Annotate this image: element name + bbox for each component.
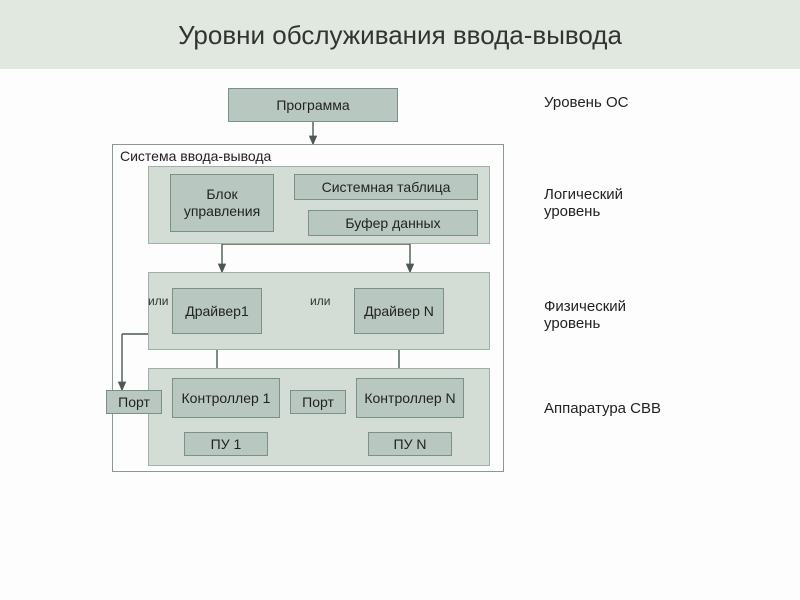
- ctrl1-box: Контроллер 1: [172, 378, 280, 418]
- drv1-box: Драйвер1: [172, 288, 262, 334]
- port1-box: Порт: [106, 390, 162, 414]
- label-ili2: или: [310, 294, 330, 308]
- buf-label: Буфер данных: [341, 215, 444, 232]
- puN-label: ПУ N: [390, 436, 431, 453]
- drv1-label: Драйвер1: [181, 303, 253, 320]
- ctrlN-label: Контроллер N: [360, 390, 459, 407]
- drvN-box: Драйвер N: [354, 288, 444, 334]
- side-label-hw: Аппаратура СВВ: [544, 400, 661, 417]
- side-label-phys: Физический уровень: [544, 298, 674, 332]
- label-ili1: или: [148, 294, 168, 308]
- program-label: Программа: [272, 97, 353, 114]
- ctrlN-box: Контроллер N: [356, 378, 464, 418]
- io-system-label: Система ввода-вывода: [120, 148, 271, 164]
- port1-label: Порт: [114, 394, 154, 411]
- program-box: Программа: [228, 88, 398, 122]
- buf-box: Буфер данных: [308, 210, 478, 236]
- puN-box: ПУ N: [368, 432, 452, 456]
- slide: Уровни обслуживания ввода-вывода Система…: [0, 0, 800, 600]
- diagram-canvas: Система ввода-вывода Программа Блок управл…: [30, 88, 770, 588]
- drvN-label: Драйвер N: [360, 303, 438, 320]
- port2-label: Порт: [298, 394, 338, 411]
- sys_tbl-label: Системная таблица: [318, 179, 455, 196]
- ctrl1-label: Контроллер 1: [178, 390, 275, 407]
- side-label-os: Уровень ОС: [544, 94, 628, 111]
- ctrl_blk-box: Блок управления: [170, 174, 274, 232]
- port2-box: Порт: [290, 390, 346, 414]
- ctrl_blk-label: Блок управления: [171, 186, 273, 220]
- side-label-logic: Логический уровень: [544, 186, 674, 220]
- slide-title: Уровни обслуживания ввода-вывода: [0, 0, 800, 69]
- sys_tbl-box: Системная таблица: [294, 174, 478, 200]
- pu1-label: ПУ 1: [207, 436, 246, 453]
- pu1-box: ПУ 1: [184, 432, 268, 456]
